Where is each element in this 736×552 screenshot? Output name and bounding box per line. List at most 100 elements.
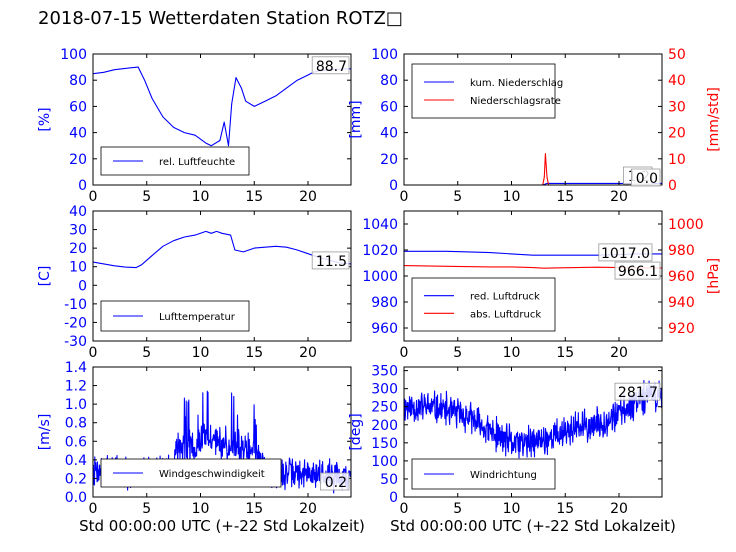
- x-tick-label: 5: [453, 501, 462, 517]
- y-tick-label: 100: [371, 47, 398, 63]
- last-value-label-box: [614, 382, 661, 401]
- last-value-label: 11.5: [316, 254, 347, 270]
- y-tick-label-right: 940: [668, 295, 695, 311]
- legend-entry: red. Luftdruck: [470, 292, 540, 303]
- y-tick-label: 1020: [362, 243, 398, 259]
- legend-entry: kum. Niederschlag: [470, 78, 563, 89]
- last-value-label: 88.7: [316, 59, 347, 75]
- x-tick-label: 0: [400, 501, 409, 517]
- y-tick-label: 1.4: [65, 360, 87, 376]
- plot-frame: [403, 366, 663, 498]
- y-axis-label: [%]: [37, 107, 53, 131]
- y-tick-label: 20: [69, 152, 87, 168]
- x-tick-label: 20: [610, 189, 628, 205]
- x-tick-label: 10: [192, 345, 210, 361]
- y-tick-label: 20: [380, 152, 398, 168]
- chart-humidity: 0 5 10 15 20 0 20 40 60 80 100 [%] 88.7 rel. Luftfeuc…: [37, 47, 352, 205]
- chart-pressure: 0 5 10 15 20 960 980 1000 1020 1040 920 940 960 980 10…: [362, 210, 722, 361]
- y-tick-label-right: 960: [668, 269, 695, 285]
- y-axis-label: [mm]: [348, 100, 364, 138]
- legend-entry: abs. Luftdruck: [470, 309, 541, 320]
- x-tick-label: 15: [556, 501, 574, 517]
- legend-entry: Windrichtung: [470, 470, 537, 481]
- y-tick-label-right: 920: [668, 321, 695, 337]
- y-tick-label: 0.8: [65, 416, 87, 432]
- y-tick-label: 80: [380, 73, 398, 89]
- plot-frame: [403, 53, 663, 186]
- series-line-precipitation-1: [404, 153, 662, 185]
- x-tick-label: 5: [453, 345, 462, 361]
- x-tick-label: 20: [299, 189, 317, 205]
- y-tick-label: 0.2: [65, 471, 87, 487]
- y-tick-label: 150: [371, 436, 398, 452]
- y-tick-label-right: 10: [668, 152, 686, 168]
- y-tick-label: 0: [389, 178, 398, 194]
- y-tick-label: 350: [371, 364, 398, 380]
- y-axis-label: [C]: [37, 266, 53, 287]
- x-tick-label: 10: [503, 189, 521, 205]
- y-tick-label-right: 1000: [668, 217, 704, 233]
- x-tick-label: 0: [89, 189, 98, 205]
- y-tick-label-right: 50: [668, 47, 686, 63]
- x-tick-label: 15: [556, 345, 574, 361]
- x-tick-label: 5: [142, 501, 151, 517]
- chart-temperature: 0 5 10 15 20 -30 -20 -10 0 10 20 30 40 [C] 11.5 Lufttem…: [37, 204, 352, 361]
- last-value-label: 0.2: [325, 475, 347, 491]
- x-axis-label: Std 00:00:00 UTC (+-22 Std Lokalzeit): [79, 517, 365, 535]
- last-value-label-box: [319, 472, 350, 491]
- y-tick-label: 80: [69, 73, 87, 89]
- legend: Lufttemperatur: [100, 300, 250, 332]
- y-tick-label: 1.0: [65, 397, 87, 413]
- last-value-label-box: [311, 56, 350, 75]
- figure-title: 2018-07-15 Wetterdaten Station ROTZ□: [38, 8, 403, 29]
- x-tick-label: 5: [142, 189, 151, 205]
- legend: Windgeschwindigkeit: [100, 458, 282, 488]
- legend-entry: Windgeschwindigkeit: [159, 469, 265, 480]
- y-axis-label-right: [hPa]: [706, 258, 722, 294]
- y-tick-label: 300: [371, 382, 398, 398]
- y-tick-label: 40: [69, 204, 87, 220]
- y-axis-label-right: [mm/std]: [706, 87, 722, 152]
- series-line-precipitation-0: [404, 182, 662, 185]
- chart-windspeed: 0 5 10 15 20 0.0 0.2 0.4 0.6 0.8 1.0 1.2 1.4 [m/s] Std…: [37, 360, 365, 535]
- x-tick-label: 20: [610, 501, 628, 517]
- legend: kum. Niederschlag Niederschlagsrate: [411, 63, 563, 119]
- series-line-winddirection-0: [404, 379, 662, 459]
- y-tick-label: 980: [371, 295, 398, 311]
- x-tick-label: 0: [89, 501, 98, 517]
- legend-entry: Lufttemperatur: [159, 312, 236, 323]
- x-tick-label: 15: [556, 189, 574, 205]
- y-tick-label: 200: [371, 418, 398, 434]
- last-value-label-right: 966.1: [618, 264, 658, 280]
- legend-entry: rel. Luftfeuchte: [159, 157, 235, 168]
- y-tick-label: 30: [69, 223, 87, 239]
- series-line-temperature-0: [93, 230, 351, 269]
- x-tick-label: 0: [400, 345, 409, 361]
- y-tick-label: 100: [371, 454, 398, 470]
- y-tick-label: 960: [371, 321, 398, 337]
- y-tick-label-right: 0: [668, 178, 677, 194]
- y-tick-label: 20: [69, 241, 87, 257]
- y-tick-label: -20: [64, 315, 87, 331]
- y-tick-label: -30: [64, 334, 87, 350]
- x-tick-label: 0: [89, 345, 98, 361]
- y-tick-label: 100: [60, 47, 87, 63]
- last-value-label-right-box: [614, 261, 661, 280]
- last-value-label-left-box: [598, 243, 653, 262]
- legend: red. Luftdruck abs. Luftdruck: [411, 277, 556, 332]
- y-tick-label: 0: [389, 490, 398, 506]
- last-value-label-left: 1017.0: [601, 246, 650, 262]
- last-value-label-right-box: [631, 168, 661, 187]
- chart-precipitation: 0 5 10 15 20 0 20 40 60 80 100 0 10 20 30 40 50 [mm] [mm/s…: [348, 47, 722, 205]
- x-axis-label: Std 00:00:00 UTC (+-22 Std Lokalzeit): [390, 517, 676, 535]
- y-tick-label: 1040: [362, 217, 398, 233]
- legend-entry: Niederschlagsrate: [470, 96, 561, 107]
- x-tick-label: 20: [299, 501, 317, 517]
- last-value-label-right: 0.0: [636, 171, 658, 187]
- y-axis-label: [m/s]: [37, 414, 53, 451]
- y-tick-label: 0.4: [65, 453, 87, 469]
- legend-frame: [411, 277, 556, 332]
- last-value-label: 281.7: [618, 385, 658, 401]
